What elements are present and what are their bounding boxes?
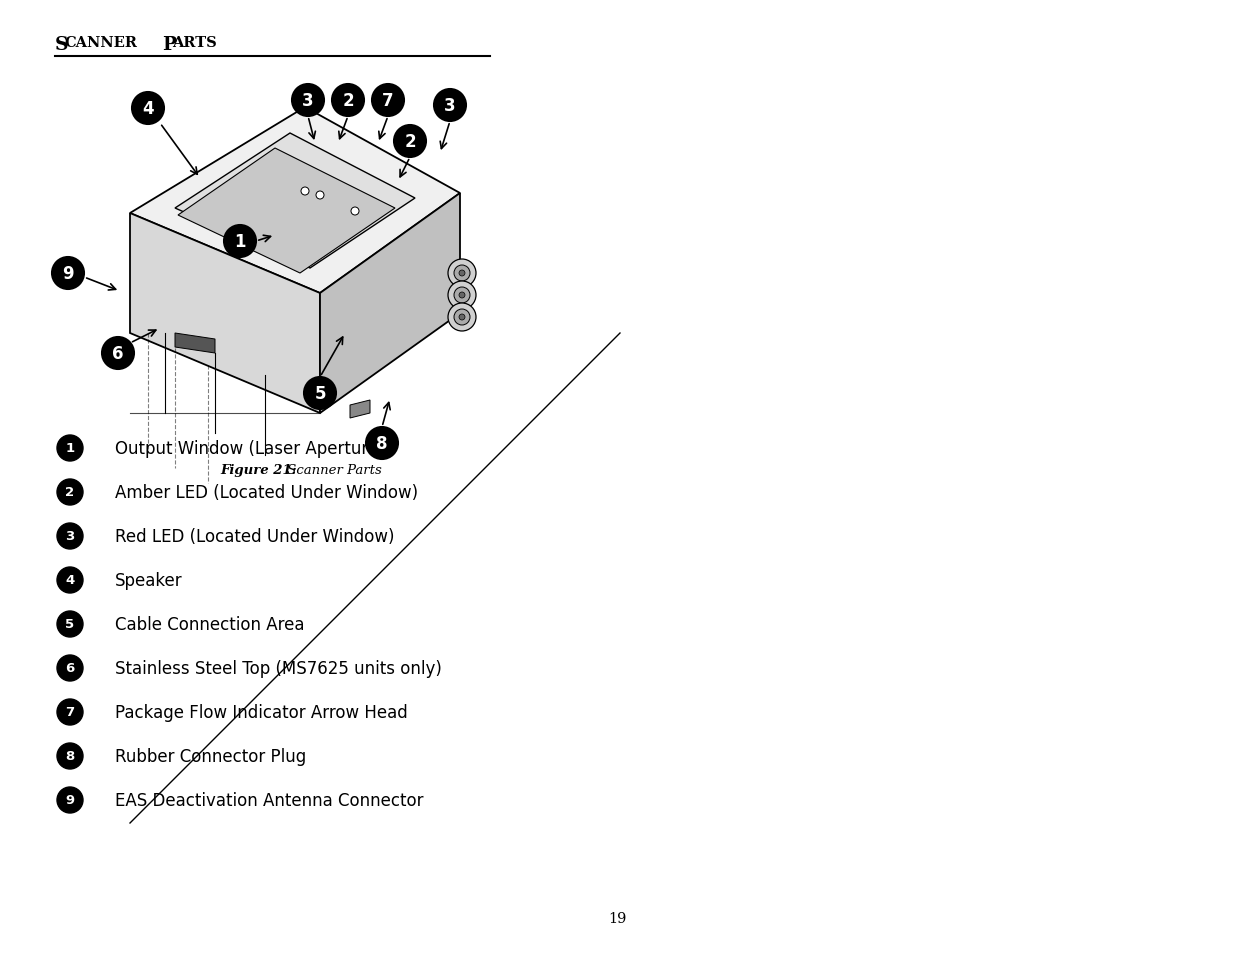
Circle shape xyxy=(291,85,324,117)
Text: Amber LED (Located Under Window): Amber LED (Located Under Window) xyxy=(115,483,419,501)
Text: 2: 2 xyxy=(404,132,416,151)
Text: 5: 5 xyxy=(314,385,326,402)
Text: P: P xyxy=(162,36,177,54)
Circle shape xyxy=(366,428,398,459)
Text: CANNER: CANNER xyxy=(64,36,137,50)
Text: 4: 4 xyxy=(142,100,154,118)
Text: Stainless Steel Top (MS7625 units only): Stainless Steel Top (MS7625 units only) xyxy=(115,659,442,678)
Text: Package Flow Indicator Arrow Head: Package Flow Indicator Arrow Head xyxy=(115,703,408,721)
Polygon shape xyxy=(175,334,215,354)
Circle shape xyxy=(448,304,475,332)
Circle shape xyxy=(57,436,83,461)
Text: 5: 5 xyxy=(65,618,74,631)
Circle shape xyxy=(57,700,83,725)
Circle shape xyxy=(454,266,471,282)
Text: 2: 2 xyxy=(65,486,74,499)
Text: Scanner Parts: Scanner Parts xyxy=(283,463,382,476)
Polygon shape xyxy=(178,149,395,274)
Text: 7: 7 xyxy=(65,706,74,719)
Text: 2: 2 xyxy=(342,91,353,110)
Text: 6: 6 xyxy=(65,661,74,675)
Circle shape xyxy=(57,787,83,813)
Circle shape xyxy=(459,271,466,276)
Circle shape xyxy=(454,288,471,304)
Text: S: S xyxy=(56,36,68,54)
Circle shape xyxy=(132,92,164,125)
Circle shape xyxy=(57,612,83,638)
Text: Rubber Connector Plug: Rubber Connector Plug xyxy=(115,747,306,765)
Text: 9: 9 xyxy=(62,265,74,283)
Text: Red LED (Located Under Window): Red LED (Located Under Window) xyxy=(115,527,394,545)
Text: 9: 9 xyxy=(65,794,74,806)
Polygon shape xyxy=(130,108,459,294)
Circle shape xyxy=(459,314,466,320)
Circle shape xyxy=(332,85,364,117)
Text: 3: 3 xyxy=(65,530,74,543)
Text: Cable Connection Area: Cable Connection Area xyxy=(115,616,305,634)
Circle shape xyxy=(448,260,475,288)
Circle shape xyxy=(57,567,83,594)
Text: Speaker: Speaker xyxy=(115,572,183,589)
Text: Output Window (Laser Aperture): Output Window (Laser Aperture) xyxy=(115,439,384,457)
Polygon shape xyxy=(175,133,415,269)
Text: 8: 8 xyxy=(377,435,388,453)
Circle shape xyxy=(52,257,84,290)
Circle shape xyxy=(57,656,83,681)
Polygon shape xyxy=(350,400,370,418)
Circle shape xyxy=(459,293,466,298)
Circle shape xyxy=(448,282,475,310)
Text: 1: 1 xyxy=(235,233,246,251)
Polygon shape xyxy=(130,213,320,414)
Text: 7: 7 xyxy=(382,91,394,110)
Circle shape xyxy=(103,337,135,370)
Circle shape xyxy=(301,188,309,195)
Circle shape xyxy=(433,90,466,122)
Circle shape xyxy=(57,479,83,505)
Circle shape xyxy=(57,743,83,769)
Circle shape xyxy=(394,126,426,158)
Text: EAS Deactivation Antenna Connector: EAS Deactivation Antenna Connector xyxy=(115,791,424,809)
Text: 8: 8 xyxy=(65,750,74,762)
Circle shape xyxy=(57,523,83,550)
Text: ARTS: ARTS xyxy=(172,36,217,50)
Text: 3: 3 xyxy=(445,97,456,115)
Text: 19: 19 xyxy=(608,911,626,925)
Text: Figure 21:: Figure 21: xyxy=(220,463,296,476)
Text: 6: 6 xyxy=(112,345,124,363)
Text: 4: 4 xyxy=(65,574,74,587)
Circle shape xyxy=(454,310,471,326)
Circle shape xyxy=(372,85,404,117)
Circle shape xyxy=(351,208,359,215)
Circle shape xyxy=(224,226,256,257)
Circle shape xyxy=(304,377,336,410)
Circle shape xyxy=(316,192,324,200)
Text: 3: 3 xyxy=(303,91,314,110)
Polygon shape xyxy=(320,193,459,414)
Text: 1: 1 xyxy=(65,442,74,455)
